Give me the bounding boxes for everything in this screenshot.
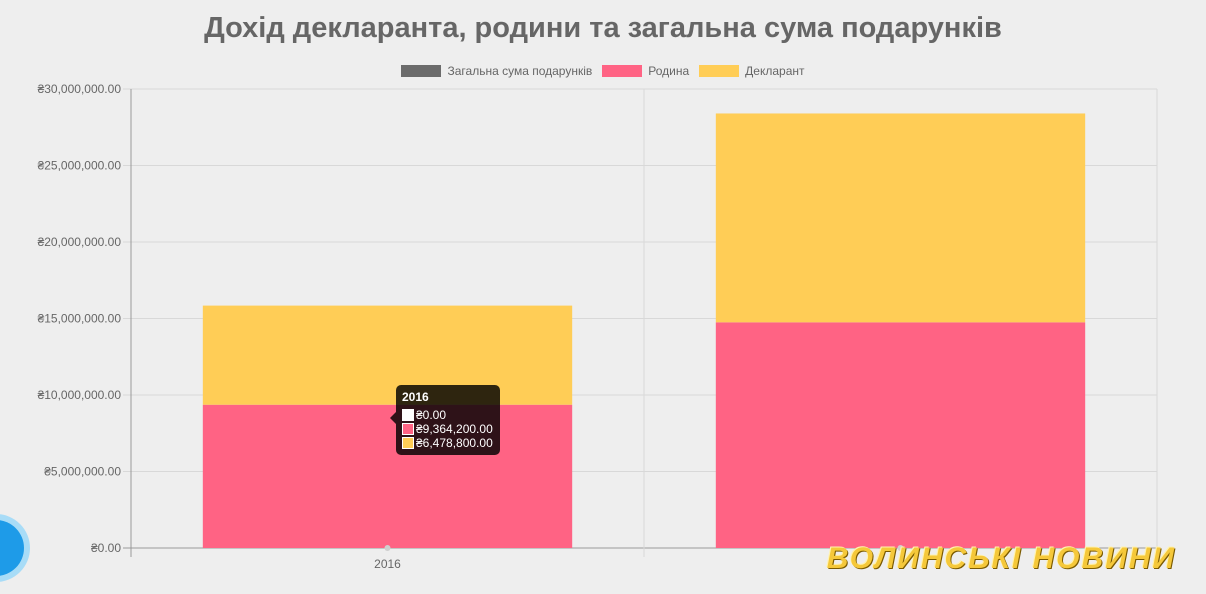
y-tick-label: ₴25,000,000.00 bbox=[38, 159, 122, 173]
tooltip: 2016 ₴0.00 ₴9,364,200.00 ₴6,478,800.00 bbox=[390, 385, 500, 455]
x-tick-label: 2016 bbox=[374, 557, 401, 571]
tooltip-row-gifts: ₴0.00 bbox=[402, 408, 494, 422]
tooltip-value-family: ₴9,364,200.00 bbox=[416, 422, 493, 436]
zero-point bbox=[384, 545, 391, 551]
tooltip-swatch-family bbox=[402, 423, 414, 435]
watermark-logo: ВОЛИНСЬКІ НОВИНИ bbox=[826, 542, 1176, 575]
legend: Загальна сума подарунків Родина Декларан… bbox=[0, 64, 1206, 78]
legend-label-gifts: Загальна сума подарунків bbox=[447, 64, 593, 78]
legend-swatch-declarant bbox=[699, 65, 740, 77]
tooltip-arrow bbox=[390, 412, 396, 424]
legend-label-family: Родина bbox=[648, 64, 690, 78]
legend-item-declarant[interactable]: Декларант bbox=[699, 64, 805, 78]
tooltip-row-declarant: ₴6,478,800.00 bbox=[402, 436, 494, 450]
tooltip-swatch-gifts bbox=[402, 409, 414, 421]
y-tick-label: ₴5,000,000.00 bbox=[44, 465, 121, 479]
bar-segment bbox=[715, 113, 1086, 323]
tooltip-value-declarant: ₴6,478,800.00 bbox=[416, 436, 493, 450]
tooltip-row-family: ₴9,364,200.00 bbox=[402, 422, 494, 436]
y-tick-label: ₴0.00 bbox=[91, 541, 121, 555]
legend-item-gifts[interactable]: Загальна сума подарунків bbox=[401, 64, 592, 78]
legend-label-declarant: Декларант bbox=[745, 64, 805, 78]
legend-swatch-family bbox=[602, 65, 643, 77]
y-tick-label: ₴10,000,000.00 bbox=[38, 388, 122, 402]
tooltip-title: 2016 bbox=[402, 390, 429, 404]
bar-segment bbox=[202, 305, 573, 405]
chart-title: Дохід декларанта, родини та загальна сум… bbox=[204, 12, 1002, 44]
y-tick-label: ₴20,000,000.00 bbox=[38, 235, 122, 249]
legend-item-family[interactable]: Родина bbox=[602, 64, 689, 78]
tooltip-value-gifts: ₴0.00 bbox=[416, 408, 447, 422]
bar-segment bbox=[202, 404, 573, 548]
bar-segment bbox=[715, 322, 1086, 548]
tooltip-swatch-declarant bbox=[402, 437, 414, 449]
zero-point bbox=[897, 545, 904, 551]
y-tick-label: ₴15,000,000.00 bbox=[38, 312, 122, 326]
legend-swatch-gifts bbox=[401, 65, 442, 77]
y-tick-label: ₴30,000,000.00 bbox=[38, 82, 122, 96]
